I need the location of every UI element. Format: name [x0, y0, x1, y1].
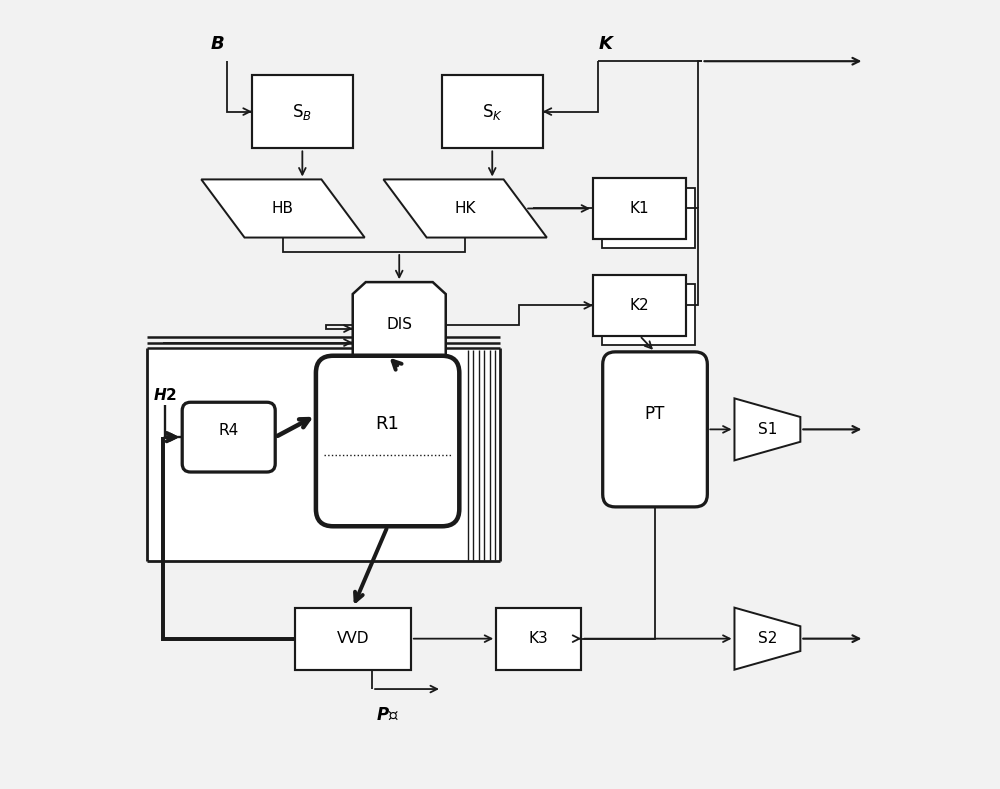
Text: HB: HB: [272, 201, 294, 216]
Text: K1: K1: [630, 201, 649, 216]
Bar: [593, 178, 686, 239]
Text: S$_K$: S$_K$: [482, 102, 503, 122]
Bar: [593, 275, 686, 335]
Text: VVD: VVD: [336, 631, 369, 646]
Text: K3: K3: [529, 631, 549, 646]
Bar: [463, 350, 498, 559]
Polygon shape: [201, 179, 365, 237]
FancyBboxPatch shape: [316, 356, 459, 526]
Bar: [252, 75, 353, 148]
Bar: [496, 608, 581, 670]
Text: $\boldsymbol{P}$炭: $\boldsymbol{P}$炭: [376, 706, 399, 724]
Text: S1: S1: [758, 422, 777, 437]
Polygon shape: [734, 398, 800, 461]
Text: S2: S2: [758, 631, 777, 646]
Text: $\boldsymbol{K}$: $\boldsymbol{K}$: [598, 36, 615, 54]
Bar: [602, 188, 695, 248]
Text: PT: PT: [645, 405, 665, 423]
Text: HK: HK: [454, 201, 476, 216]
Bar: [602, 284, 695, 345]
Bar: [147, 348, 500, 561]
Bar: [295, 608, 411, 670]
Polygon shape: [383, 179, 547, 237]
Text: $\boldsymbol{H2}$: $\boldsymbol{H2}$: [153, 387, 177, 402]
Text: R4: R4: [219, 423, 239, 438]
Text: DIS: DIS: [386, 317, 412, 332]
FancyBboxPatch shape: [603, 352, 707, 507]
FancyBboxPatch shape: [182, 402, 275, 472]
Bar: [442, 75, 543, 148]
Text: R1: R1: [376, 415, 400, 433]
Polygon shape: [353, 282, 446, 368]
Text: S$_B$: S$_B$: [292, 102, 312, 122]
Text: $\boldsymbol{B}$: $\boldsymbol{B}$: [210, 36, 224, 54]
Text: K2: K2: [630, 298, 649, 313]
Polygon shape: [734, 608, 800, 670]
